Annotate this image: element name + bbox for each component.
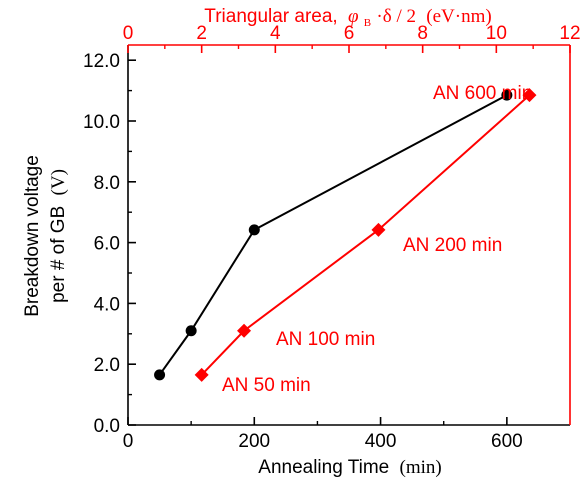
series-1-point (371, 222, 386, 237)
x-bottom-tick-label: 200 (238, 431, 270, 452)
x-axis-top-ticks: 0 2 4 6 8 10 12 (123, 23, 581, 53)
x-bottom-tick-label: 600 (491, 431, 523, 452)
y-tick-label: 6.0 (94, 234, 120, 255)
y-tick-label: 2.0 (94, 355, 120, 376)
series-0-point (185, 325, 197, 337)
x-top-tick-label: 6 (344, 23, 355, 44)
x-top-tick-label: 8 (417, 23, 428, 44)
series-1-line (200, 94, 531, 376)
x-axis-bottom-unit: (min) (400, 457, 442, 478)
series-layer (154, 88, 537, 382)
x-axis-top-label: Triangular area, φ B ·δ / 2 (eV·nm) (204, 6, 491, 31)
x-bottom-tick-label: 0 (123, 431, 134, 452)
y-tick-label: 8.0 (94, 173, 120, 194)
y-tick-label: 12.0 (83, 51, 120, 72)
series-1-point (237, 323, 252, 338)
x-axis-top-unit: (eV·nm) (426, 6, 491, 27)
y-tick-label: 4.0 (94, 294, 120, 315)
series-0-line (158, 94, 508, 376)
y-axis-label-line2: per # of GB (V) (48, 169, 69, 303)
x-top-tick-label: 4 (270, 23, 281, 44)
annotation-an-50: AN 50 min (222, 375, 311, 396)
annotation-an-100: AN 100 min (276, 329, 375, 350)
y-tick-label: 10.0 (83, 112, 120, 133)
y-axis-label-line1: Breakdown voltage (22, 155, 43, 317)
x-axis-bottom-ticks: 0 200 400 600 (123, 417, 523, 452)
y-axis-ticks: 0.0 2.0 4.0 6.0 8.0 10.0 12.0 (83, 51, 136, 437)
x-bottom-tick-label: 400 (365, 431, 397, 452)
x-top-tick-label: 0 (123, 23, 134, 44)
y-tick-label: 0.0 (94, 416, 120, 437)
series-1-point (194, 367, 209, 382)
annotation-an-600: AN 600 min (433, 83, 532, 104)
x-axis-bottom-label: Annealing Time (min) (258, 457, 441, 478)
y-axis-label: Breakdown voltage per # of GB (V) (22, 155, 69, 317)
series-0-point (154, 369, 166, 381)
x-axis-top-subscript: B (364, 17, 371, 29)
x-top-tick-label: 12 (559, 23, 580, 44)
x-axis-top-symbol: φ (348, 6, 359, 27)
x-axis-top-formula: ·δ / 2 (376, 6, 416, 27)
series-1-point (522, 88, 537, 103)
x-axis-bottom-label-text: Annealing Time (258, 457, 389, 478)
x-axis-top-label-text: Triangular area, (204, 6, 337, 27)
y-axis-unit: (V) (48, 169, 69, 195)
x-top-tick-label: 10 (486, 23, 507, 44)
annotation-an-200: AN 200 min (403, 235, 502, 256)
series-0-point (248, 224, 260, 236)
y-axis-label-line2-text: per # of GB (48, 206, 69, 303)
series-0-point (501, 89, 513, 101)
x-top-tick-label: 2 (196, 23, 207, 44)
